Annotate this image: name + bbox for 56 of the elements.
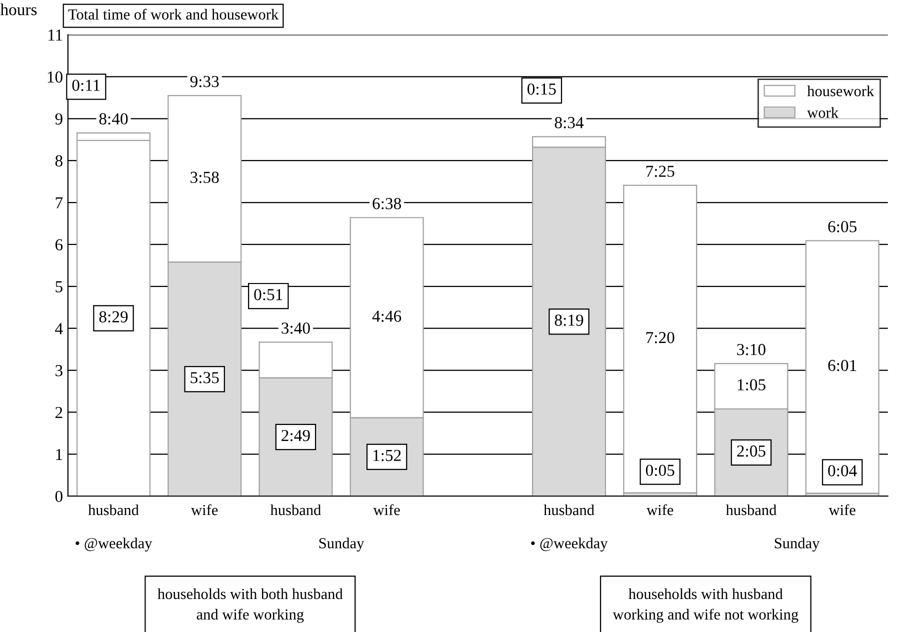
- total-label: 9:33: [190, 76, 219, 88]
- data-label: 1:52: [373, 450, 401, 462]
- data-label: 1:05: [738, 379, 766, 390]
- total-label: 6:38: [372, 198, 401, 210]
- x-tick-label: husband: [726, 504, 776, 516]
- data-label: 8:19: [554, 314, 584, 326]
- data-label: 0:51: [254, 288, 282, 300]
- y-axis-title: hours: [0, 4, 37, 16]
- bar: [805, 240, 880, 494]
- total-label: 7:25: [646, 166, 674, 177]
- x-tick-label: wife: [373, 504, 400, 516]
- data-label: 7:20: [646, 332, 674, 344]
- y-tick-label: 11: [48, 30, 62, 41]
- data-label: 5:35: [190, 372, 219, 384]
- text: households with both husband and wife working: [158, 588, 343, 623]
- y-tick-label: 2: [55, 406, 62, 418]
- y-tick-label: 3: [56, 365, 62, 376]
- total-label: 3:40: [282, 322, 310, 334]
- y-tick-label: 0: [55, 490, 62, 502]
- x-tick-label: husband: [270, 504, 321, 516]
- y-tick-label: 4: [55, 323, 63, 334]
- data-label: 2:05: [737, 445, 766, 457]
- data-label: 3:58: [190, 172, 219, 184]
- data-label: 0:15: [528, 83, 556, 95]
- data-label: 8:29: [99, 311, 128, 323]
- total-label: 3:10: [737, 344, 766, 356]
- y-tick-label: 1: [56, 448, 62, 460]
- y-tick-label: 9: [55, 113, 62, 125]
- y-tick-label: 10: [48, 71, 62, 83]
- x-tick-label: wife: [828, 504, 856, 516]
- total-label: 8:40: [99, 113, 128, 125]
- text: • @weekday: [76, 538, 152, 552]
- y-tick-label: 5: [56, 281, 62, 292]
- text: Sunday: [774, 538, 820, 552]
- data-label: 4:46: [372, 310, 402, 322]
- y-tick-label: 8: [55, 155, 62, 167]
- x-tick-label: husband: [88, 504, 139, 516]
- data-label: 2:49: [282, 430, 310, 442]
- text: households with husband working and wife not working: [612, 588, 798, 623]
- total-label: 6:05: [828, 221, 856, 232]
- x-tick-label: wife: [191, 504, 218, 516]
- total-label: 8:34: [554, 117, 584, 128]
- x-tick-label: wife: [646, 504, 674, 516]
- data-label: 0:05: [646, 464, 674, 476]
- y-tick-label: 6: [55, 239, 63, 250]
- text: Sunday: [319, 538, 364, 552]
- legend-label: housework: [807, 86, 874, 96]
- x-tick-label: husband: [544, 504, 594, 516]
- text: • @weekday: [531, 538, 608, 552]
- y-tick-label: 7: [56, 197, 63, 208]
- bar: [623, 184, 698, 494]
- data-label: 0:11: [72, 80, 100, 92]
- data-label: 0:04: [828, 465, 857, 476]
- data-label: 6:01: [828, 360, 856, 372]
- legend-label: work: [807, 107, 838, 118]
- chart-title: Total time of work and housework: [68, 8, 279, 20]
